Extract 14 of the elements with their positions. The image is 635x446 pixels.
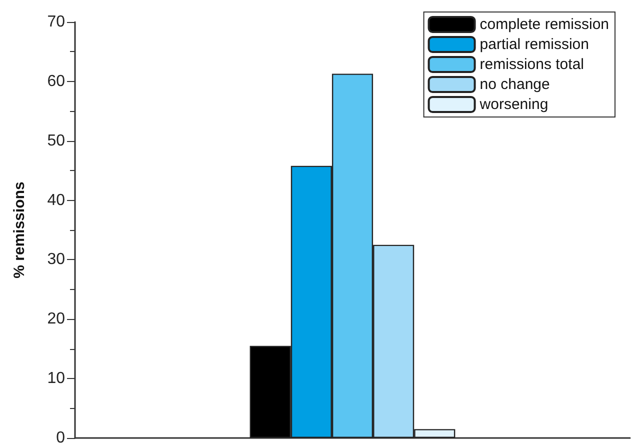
legend-label: partial remission: [480, 36, 590, 53]
y-tick-label: 0: [56, 430, 66, 446]
legend-label: worsening: [478, 96, 548, 113]
y-tick-label: 20: [47, 310, 66, 328]
y-tick-label: 10: [47, 370, 66, 388]
y-axis-title: % remissions: [11, 182, 28, 278]
y-tick-label: 50: [47, 132, 66, 150]
y-tick-label: 30: [47, 251, 66, 268]
legend-label: no change: [480, 76, 550, 93]
y-tick-label: 60: [47, 72, 66, 90]
y-tick-label: 40: [47, 192, 66, 209]
legend-label: remissions total: [480, 56, 584, 73]
legend-label: complete remission: [480, 16, 610, 33]
y-tick-label: 70: [47, 14, 66, 30]
